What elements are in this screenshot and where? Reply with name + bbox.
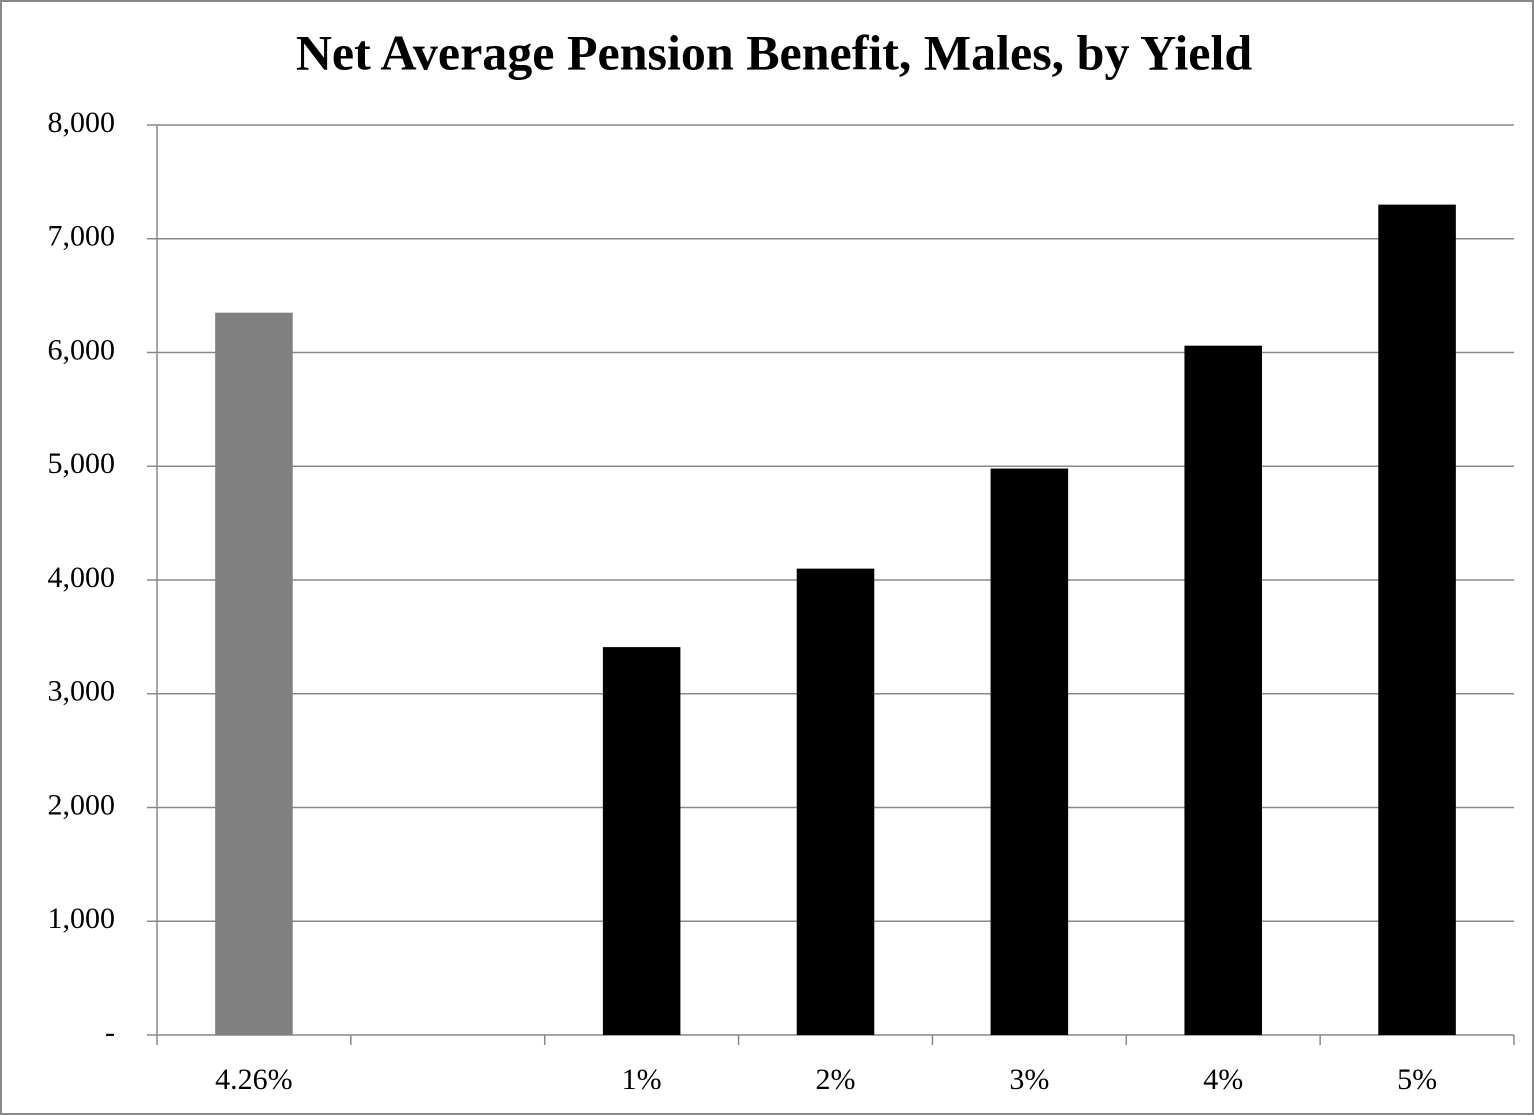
y-tick-label: 6,000 — [48, 333, 116, 366]
y-tick-label: 5,000 — [48, 447, 116, 480]
bar — [1378, 204, 1456, 1035]
y-tick-label: 8,000 — [48, 106, 116, 139]
x-tick-label: 4.26% — [215, 1063, 293, 1096]
x-tick-label: 2% — [816, 1063, 856, 1096]
x-tick-label: 3% — [1009, 1063, 1049, 1096]
bar — [1184, 345, 1262, 1035]
x-tick-label: 1% — [622, 1063, 662, 1096]
y-tick-label: 1,000 — [48, 902, 116, 935]
bar — [796, 568, 875, 1035]
y-tick-label: 3,000 — [48, 675, 116, 708]
y-tick-label: 2,000 — [48, 788, 116, 821]
bar — [990, 468, 1069, 1035]
y-tick-label: - — [105, 1016, 115, 1049]
x-tick-label: 4% — [1203, 1063, 1243, 1096]
bar — [602, 647, 681, 1035]
y-tick-label: 4,000 — [48, 561, 116, 594]
chart-title: Net Average Pension Benefit, Males, by Y… — [296, 24, 1253, 80]
y-tick-label: 7,000 — [48, 220, 116, 253]
bar — [215, 312, 293, 1035]
x-tick-label: 5% — [1397, 1063, 1437, 1096]
